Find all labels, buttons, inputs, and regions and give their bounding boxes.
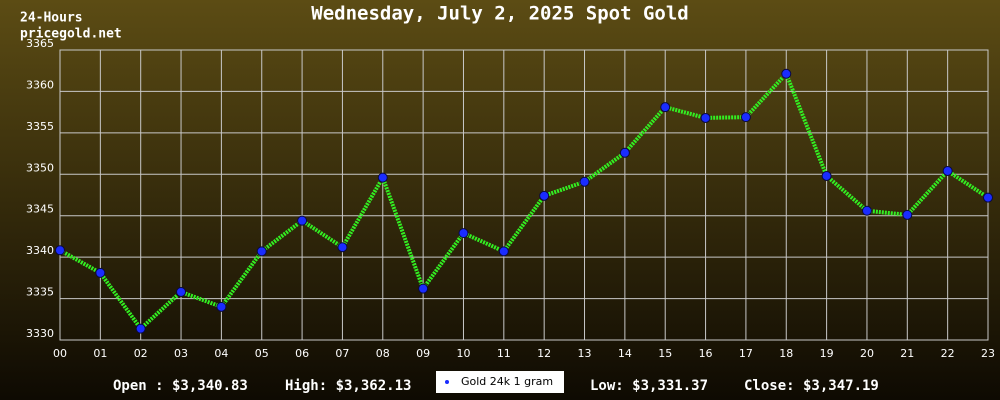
- data-point: [983, 192, 993, 203]
- data-point: [176, 286, 187, 297]
- x-tick-label: 13: [578, 347, 592, 360]
- x-tick-label: 16: [699, 347, 713, 360]
- corner-label: 24-Hours: [20, 11, 83, 26]
- x-tick-label: 05: [255, 347, 269, 360]
- data-point: [95, 267, 106, 278]
- x-tick-label: 02: [134, 347, 148, 360]
- data-point: [377, 172, 388, 183]
- data-point: [902, 209, 913, 220]
- legend-box: [436, 371, 564, 393]
- legend-marker: [445, 380, 449, 384]
- y-tick-label: 3360: [26, 78, 54, 91]
- x-tick-label: 20: [860, 347, 874, 360]
- data-point: [539, 190, 550, 201]
- data-point: [418, 283, 429, 294]
- data-point: [781, 68, 792, 79]
- x-tick-label: 07: [335, 347, 349, 360]
- y-tick-label: 3365: [26, 37, 54, 50]
- stat-label: High: $3,362.13: [285, 378, 411, 394]
- legend-label: Gold 24k 1 gram: [461, 375, 553, 388]
- data-point: [55, 245, 65, 256]
- x-tick-label: 15: [658, 347, 672, 360]
- y-tick-label: 3340: [26, 244, 54, 257]
- x-tick-label: 00: [53, 347, 67, 360]
- data-point: [700, 112, 711, 123]
- data-point: [619, 147, 630, 158]
- y-tick-label: 3345: [26, 203, 54, 216]
- data-point: [942, 165, 953, 176]
- corner-label: pricegold.net: [20, 27, 122, 42]
- x-tick-label: 08: [376, 347, 390, 360]
- y-tick-label: 3335: [26, 286, 54, 299]
- x-tick-label: 21: [900, 347, 914, 360]
- x-tick-label: 04: [214, 347, 228, 360]
- data-point: [297, 215, 308, 226]
- y-tick-label: 3350: [26, 161, 54, 174]
- x-tick-label: 22: [941, 347, 955, 360]
- data-point: [861, 205, 872, 216]
- stat-label: Close: $3,347.19: [744, 378, 879, 394]
- stat-label: Low: $3,331.37: [590, 378, 708, 394]
- stat-label: Open : $3,340.83: [113, 378, 248, 394]
- x-tick-label: 12: [537, 347, 551, 360]
- data-point: [216, 301, 227, 312]
- x-tick-label: 11: [497, 347, 511, 360]
- data-point: [498, 246, 509, 257]
- x-tick-label: 18: [779, 347, 793, 360]
- y-tick-label: 3330: [26, 327, 54, 340]
- x-tick-label: 01: [93, 347, 107, 360]
- x-tick-label: 19: [820, 347, 834, 360]
- x-tick-label: 06: [295, 347, 309, 360]
- data-point: [458, 228, 469, 239]
- x-tick-label: 14: [618, 347, 632, 360]
- data-point: [337, 242, 348, 253]
- data-point: [660, 102, 671, 113]
- x-tick-label: 23: [981, 347, 995, 360]
- y-tick-label: 3355: [26, 120, 54, 133]
- data-point: [135, 323, 146, 334]
- series-line: [59, 70, 990, 332]
- x-tick-label: 17: [739, 347, 753, 360]
- x-tick-label: 09: [416, 347, 430, 360]
- data-point: [256, 246, 267, 257]
- x-tick-label: 10: [456, 347, 470, 360]
- chart-title: Wednesday, July 2, 2025 Spot Gold: [311, 3, 689, 25]
- data-point: [740, 112, 751, 123]
- data-point: [821, 170, 832, 181]
- data-point: [579, 176, 590, 187]
- x-tick-label: 03: [174, 347, 188, 360]
